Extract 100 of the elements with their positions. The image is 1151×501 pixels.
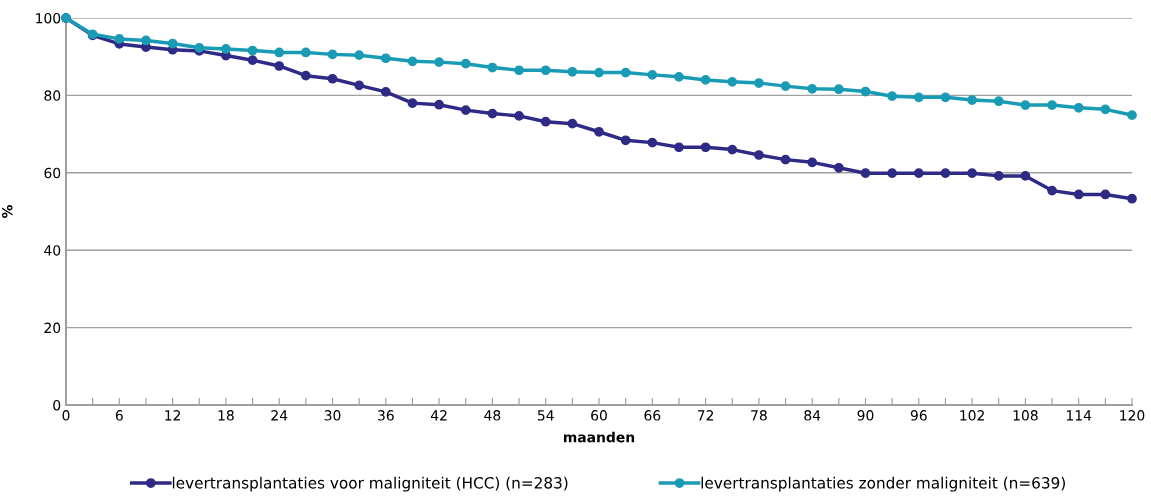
point	[300, 47, 311, 58]
point	[807, 157, 818, 168]
point	[221, 44, 231, 54]
x-tick-label: 90	[857, 410, 874, 421]
point	[114, 34, 125, 44]
x-tick-label: 36	[378, 410, 394, 421]
x-tick-label: 30	[324, 410, 341, 421]
point	[647, 70, 658, 80]
point	[940, 168, 951, 179]
point	[327, 73, 338, 84]
point	[354, 80, 365, 91]
point	[993, 96, 1004, 107]
point	[487, 108, 498, 119]
point	[194, 42, 205, 53]
point	[993, 171, 1004, 181]
x-axis-title: maanden	[563, 431, 635, 443]
point	[860, 86, 871, 97]
point	[247, 55, 258, 66]
point	[913, 92, 924, 103]
point	[700, 75, 711, 85]
point	[300, 70, 311, 81]
point	[567, 118, 578, 129]
point	[754, 150, 764, 160]
point	[1127, 193, 1137, 204]
point	[1020, 100, 1031, 110]
x-tick-label: 66	[644, 410, 661, 421]
point	[540, 116, 551, 127]
point	[514, 111, 524, 121]
x-tick-label: 96	[910, 410, 927, 421]
y-tick-label: 100	[36, 12, 61, 24]
point	[380, 87, 391, 97]
point	[620, 135, 631, 146]
point	[514, 65, 524, 76]
x-tick-label: 6	[115, 410, 123, 421]
point	[887, 168, 898, 179]
y-tick-label: 80	[44, 90, 61, 101]
point	[434, 57, 444, 67]
point	[967, 95, 977, 105]
x-tick-label: 18	[218, 410, 234, 421]
point	[674, 142, 684, 153]
point	[674, 71, 684, 82]
x-tick-label: 48	[484, 410, 501, 421]
point	[754, 78, 764, 88]
point	[407, 98, 418, 109]
x-tick-label: 120	[1120, 410, 1145, 421]
point	[1073, 189, 1084, 200]
point	[487, 62, 498, 73]
x-tick-label: 0	[62, 410, 70, 421]
point	[540, 65, 551, 76]
y-tick-label: 0	[53, 399, 61, 411]
x-tick-label: 24	[271, 410, 288, 421]
point	[247, 45, 258, 56]
point	[833, 162, 844, 173]
point	[647, 137, 658, 148]
point	[354, 50, 365, 61]
x-tick-label: 60	[591, 410, 607, 421]
point	[380, 53, 391, 64]
point	[727, 76, 738, 87]
point	[434, 99, 444, 110]
x-tick-label: 78	[751, 410, 767, 421]
point	[620, 67, 631, 78]
point	[1100, 104, 1111, 115]
point	[567, 66, 578, 77]
point	[700, 142, 711, 153]
point	[1073, 102, 1084, 113]
point	[460, 105, 471, 115]
point	[780, 154, 791, 165]
legend-label: levertransplantaties zonder maligniteit (n=639)	[701, 476, 1065, 492]
point	[727, 144, 738, 155]
point	[1127, 110, 1137, 120]
point	[1100, 189, 1111, 200]
point	[167, 38, 178, 49]
point	[833, 84, 844, 95]
y-tick-label: 20	[44, 322, 61, 334]
point	[274, 47, 285, 58]
point	[141, 35, 151, 46]
x-tick-label: 108	[1013, 410, 1038, 421]
point	[1020, 171, 1031, 181]
x-tick-label: 114	[1066, 410, 1092, 421]
y-tick-label: 60	[44, 167, 61, 179]
x-tick-label: 42	[430, 410, 447, 421]
y-axis-title: %	[1, 204, 13, 219]
x-tick-label: 12	[165, 410, 181, 421]
x-tick-label: 72	[697, 410, 714, 421]
point	[594, 67, 604, 78]
point	[860, 168, 871, 179]
point	[327, 49, 338, 60]
point	[274, 61, 285, 71]
point	[887, 91, 898, 102]
point	[780, 81, 791, 91]
point	[807, 83, 818, 94]
x-tick-label: 102	[960, 410, 984, 421]
y-tick-label: 40	[44, 245, 61, 256]
point	[407, 56, 418, 67]
point	[1047, 100, 1057, 110]
point	[940, 92, 951, 103]
point	[913, 168, 924, 179]
x-tick-label: 84	[804, 410, 821, 421]
legend-label: levertransplantaties voor maligniteit (HCC) (n=283)	[172, 476, 568, 492]
point	[1047, 185, 1057, 196]
